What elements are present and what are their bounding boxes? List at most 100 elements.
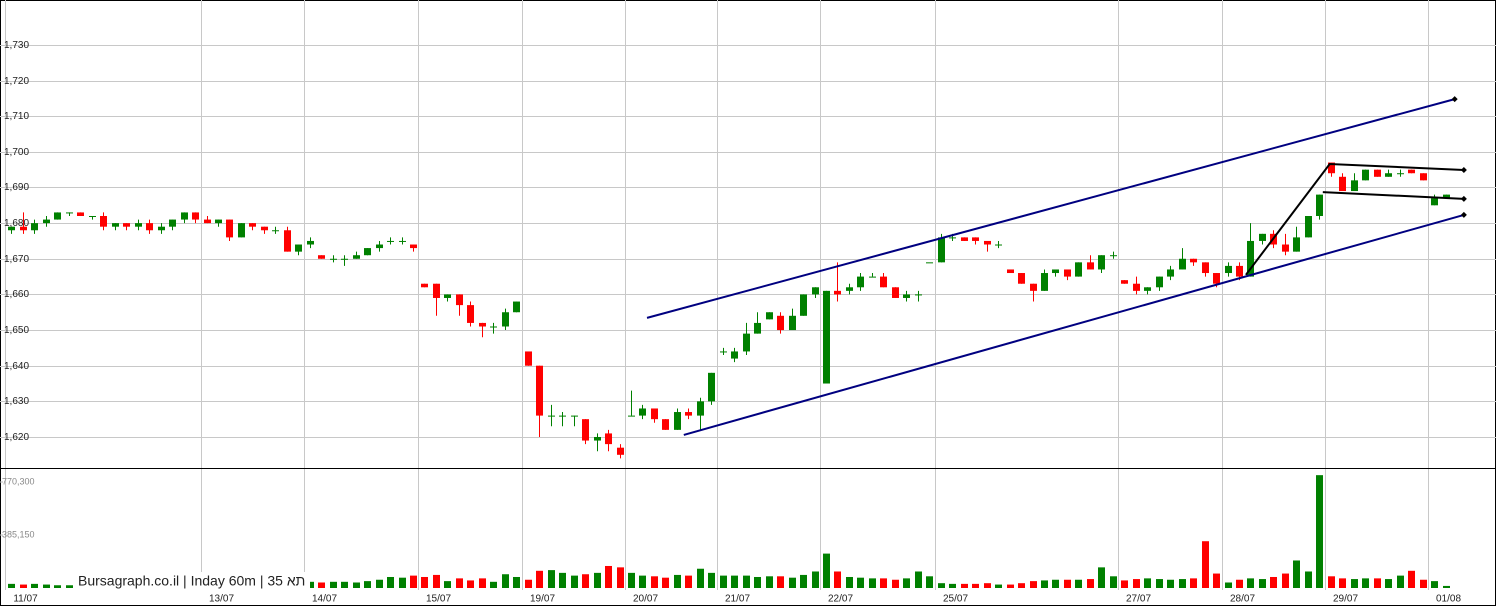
y2-tick-label: 770,300 xyxy=(2,476,35,486)
candle-body xyxy=(8,226,15,231)
trendline xyxy=(1322,191,1464,200)
volume-bar xyxy=(536,570,543,588)
trendline xyxy=(683,213,1465,436)
volume-bar xyxy=(318,582,325,588)
volume-bar xyxy=(743,575,750,588)
volume-bar xyxy=(1202,541,1209,588)
volume-bar xyxy=(582,574,589,588)
volume-bar xyxy=(628,572,635,588)
candle-body xyxy=(66,212,73,214)
candle-body xyxy=(972,237,979,241)
candle-body xyxy=(330,258,337,260)
y-tick-label: 1,630 xyxy=(4,396,29,407)
candle-body xyxy=(123,223,130,227)
candle-body xyxy=(857,276,864,288)
candle-body xyxy=(1339,176,1346,192)
volume-bar xyxy=(1007,584,1014,588)
volume-bar xyxy=(1041,580,1048,588)
volume-bar xyxy=(708,572,715,588)
candle-body xyxy=(158,226,165,231)
y-tick-label: 1,670 xyxy=(4,254,29,265)
candle-body xyxy=(926,262,933,264)
volume-bar xyxy=(479,578,486,588)
trendline-handle xyxy=(1460,211,1467,218)
volume-bar xyxy=(731,575,738,588)
volume-bar xyxy=(1121,580,1128,588)
candle-body xyxy=(1225,265,1232,274)
candle-body xyxy=(307,240,314,245)
candle-body xyxy=(399,240,406,242)
volume-bar xyxy=(1087,579,1094,588)
volume-bar xyxy=(1282,573,1289,588)
candle-body xyxy=(261,226,268,231)
candle-body xyxy=(548,415,555,417)
volume-bar xyxy=(1064,579,1071,588)
candle-body xyxy=(594,436,601,441)
volume-bar xyxy=(1339,578,1346,588)
candle-body xyxy=(215,219,222,224)
candle-body xyxy=(628,415,635,417)
volume-bar xyxy=(1225,582,1232,588)
volume-bar xyxy=(880,578,887,588)
candle-body xyxy=(1305,216,1312,238)
volume-bar xyxy=(1236,579,1243,588)
candle-body xyxy=(1167,269,1174,277)
x-tick-label: 01/08 xyxy=(1436,594,1461,605)
volume-bar xyxy=(421,576,428,588)
y-tick-label: 1,690 xyxy=(4,182,29,193)
candle-body xyxy=(1293,237,1300,252)
volume-bar xyxy=(1144,578,1151,588)
candle-body xyxy=(995,244,1002,246)
candle-body xyxy=(1351,180,1358,192)
x-tick-label: 14/07 xyxy=(312,594,337,605)
candle-body xyxy=(1282,244,1289,252)
x-tick-label: 13/07 xyxy=(209,594,234,605)
candle-body xyxy=(1213,273,1220,284)
grid xyxy=(0,0,1496,590)
candle-body xyxy=(949,237,956,239)
candle-body xyxy=(1121,280,1128,284)
candle-body xyxy=(754,322,761,334)
candle-body xyxy=(651,408,658,420)
candle-body xyxy=(880,276,887,288)
candle-body xyxy=(502,312,509,327)
volume-bar xyxy=(869,578,876,588)
volume-bar xyxy=(995,584,1002,588)
candle-body xyxy=(192,212,199,220)
volume-bar xyxy=(43,584,50,588)
candle-body xyxy=(582,419,589,441)
candle-body xyxy=(513,301,520,313)
volume-bar xyxy=(1362,578,1369,588)
volume-bar xyxy=(639,575,646,588)
volume-bar xyxy=(54,585,61,588)
candle-body xyxy=(1052,269,1059,274)
volume-bar xyxy=(1110,576,1117,588)
candle-body xyxy=(1316,194,1323,216)
candle-body xyxy=(226,219,233,238)
candle-body xyxy=(1179,258,1186,270)
volume-bar xyxy=(605,565,612,588)
y-tick-label: 1,660 xyxy=(4,289,29,300)
candle-body xyxy=(112,223,119,227)
volume-bar xyxy=(961,583,968,588)
x-tick-label: 22/07 xyxy=(828,594,853,605)
watermark: Bursagraph.co.il | Inday 60m | 35 תא xyxy=(78,573,305,589)
candle-body xyxy=(697,401,704,416)
candle-body xyxy=(1110,255,1117,257)
volume-bar xyxy=(571,575,578,588)
volume-bar xyxy=(548,570,555,588)
candle-body xyxy=(364,248,371,256)
trendline xyxy=(646,98,1455,319)
volume-bar xyxy=(1167,579,1174,588)
candle-body xyxy=(318,255,325,259)
volume-bar xyxy=(1075,579,1082,588)
candle-body xyxy=(708,372,715,402)
watermark-bg xyxy=(76,572,310,590)
volume-bar xyxy=(1316,475,1323,588)
candle-body xyxy=(1431,198,1438,206)
candle-body xyxy=(467,305,474,323)
volume-bar xyxy=(364,581,371,588)
candle-body xyxy=(284,230,291,252)
volume-bar xyxy=(926,576,933,588)
